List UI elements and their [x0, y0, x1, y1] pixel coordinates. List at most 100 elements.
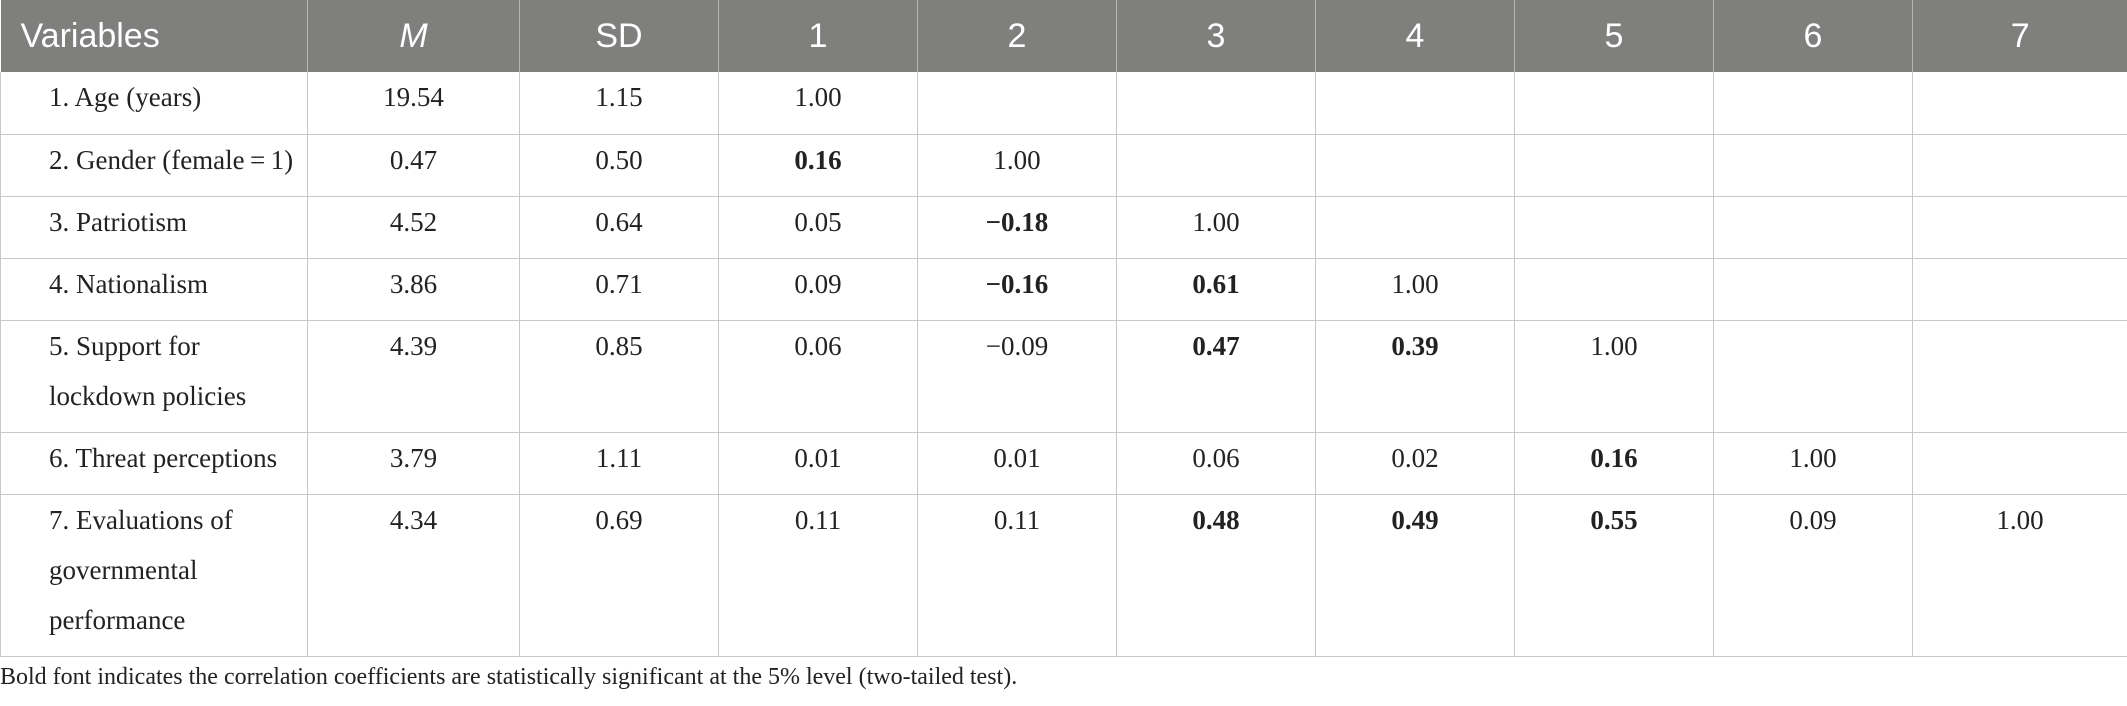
header-variables: Variables — [20, 16, 160, 55]
corr-value: 0.06 — [794, 330, 842, 361]
corr-cell — [1912, 134, 2127, 197]
variable-label: 2. Gender (female = 1) — [0, 134, 308, 197]
variable-label: 3. Patriotism — [0, 196, 308, 259]
variable-label: 5. Support for lockdown policies — [0, 320, 308, 433]
corr-cell — [1116, 72, 1316, 135]
correlation-table: Variables M SD 1 2 3 4 5 6 7 1. Age (yea… — [0, 0, 2127, 657]
variable-label: 6. Threat perceptions — [0, 432, 308, 495]
variable-label: 1. Age (years) — [0, 72, 308, 135]
mean-cell: 0.47 — [307, 134, 520, 197]
corr-cell — [1713, 134, 1913, 197]
corr-cell-significant: 0.39 — [1315, 320, 1515, 433]
corr-cell — [1514, 196, 1714, 259]
table-row: 5. Support for lockdown policies 4.39 0.8… — [0, 320, 2127, 433]
corr-cell — [1713, 320, 1913, 433]
corr-value: −0.18 — [985, 206, 1049, 237]
mean-cell: 4.34 — [307, 494, 520, 657]
table-row: 1. Age (years) 19.54 1.15 1.00 — [0, 72, 2127, 135]
corr-value: 1.00 — [1391, 268, 1439, 299]
variable-text: 1. Age (years) — [49, 82, 202, 112]
corr-cell-significant: 0.16 — [718, 134, 918, 197]
variable-text: 7. Evaluations of governmental performance — [49, 495, 306, 645]
mean-value: 4.52 — [389, 206, 438, 237]
corr-cell: 0.11 — [917, 494, 1117, 657]
corr-value: 0.61 — [1192, 268, 1240, 299]
mean-value: 3.79 — [389, 442, 438, 473]
corr-cell-significant: −0.18 — [917, 196, 1117, 259]
table-row: 7. Evaluations of governmental performance… — [0, 494, 2127, 657]
corr-cell-significant: 0.49 — [1315, 494, 1515, 657]
variable-text: 2. Gender (female = 1) — [49, 144, 294, 175]
corr-value: −0.09 — [985, 330, 1049, 361]
sd-cell: 0.64 — [519, 196, 719, 259]
corr-cell: 0.09 — [1713, 494, 1913, 657]
sd-cell: 0.69 — [519, 494, 719, 657]
corr-value: 0.48 — [1192, 504, 1240, 535]
corr-value: 0.55 — [1590, 504, 1638, 535]
variable-text-line: governmental — [49, 554, 198, 585]
sd-cell: 0.71 — [519, 258, 719, 321]
corr-cell-significant: 0.47 — [1116, 320, 1316, 433]
variable-text-line: performance — [49, 604, 186, 635]
corr-value: 0.02 — [1391, 442, 1439, 473]
table-row: 6. Threat perceptions 3.79 1.11 0.01 0.0… — [0, 432, 2127, 495]
corr-cell — [1116, 134, 1316, 197]
corr-cell: 1.00 — [1116, 196, 1316, 259]
sd-value: 1.11 — [595, 442, 643, 473]
table-header-row: Variables M SD 1 2 3 4 5 6 7 — [0, 0, 2127, 72]
corr-cell — [1315, 134, 1515, 197]
corr-cell — [1912, 258, 2127, 321]
corr-cell — [1514, 258, 1714, 321]
corr-value: 0.11 — [993, 504, 1041, 535]
corr-cell — [1315, 196, 1515, 259]
correlation-table-container: Variables M SD 1 2 3 4 5 6 7 1. Age (yea… — [0, 0, 2127, 657]
mean-cell: 3.79 — [307, 432, 520, 495]
corr-value: 0.09 — [1789, 504, 1837, 535]
table-row: 2. Gender (female = 1) 0.47 0.50 0.16 1.… — [0, 134, 2127, 197]
corr-cell — [1713, 72, 1913, 135]
mean-value: 4.34 — [389, 504, 438, 535]
sd-value: 0.71 — [595, 268, 643, 299]
mean-cell: 3.86 — [307, 258, 520, 321]
corr-cell — [1912, 320, 2127, 433]
mean-cell: 4.52 — [307, 196, 520, 259]
corr-cell: 1.00 — [718, 72, 918, 135]
mean-value: 4.39 — [389, 330, 438, 361]
corr-cell: 1.00 — [917, 134, 1117, 197]
corr-cell: 1.00 — [1514, 320, 1714, 433]
sd-value: 0.69 — [595, 504, 643, 535]
corr-cell-significant: 0.16 — [1514, 432, 1714, 495]
corr-value: 0.39 — [1391, 330, 1439, 361]
sd-cell: 1.11 — [519, 432, 719, 495]
header-col-2: 2 — [917, 0, 1117, 72]
variable-label: 7. Evaluations of governmental performance — [0, 494, 308, 657]
variable-text: 5. Support for lockdown policies — [49, 321, 306, 421]
table-footnote: Bold font indicates the correlation coef… — [0, 664, 1018, 690]
variable-text-line: lockdown policies — [49, 380, 247, 411]
corr-value: 0.01 — [993, 442, 1041, 473]
corr-cell: 0.06 — [1116, 432, 1316, 495]
variable-text: 4. Nationalism — [49, 268, 208, 299]
sd-cell: 0.85 — [519, 320, 719, 433]
corr-cell-significant: −0.16 — [917, 258, 1117, 321]
corr-cell: 0.01 — [917, 432, 1117, 495]
corr-cell — [1912, 196, 2127, 259]
header-sd: SD — [519, 0, 719, 72]
corr-cell — [1912, 72, 2127, 135]
corr-cell-significant: 0.48 — [1116, 494, 1316, 657]
sd-cell: 1.15 — [519, 72, 719, 135]
header-col-5: 5 — [1514, 0, 1714, 72]
corr-value: 0.06 — [1192, 442, 1240, 473]
mean-value: 19.54 — [383, 82, 444, 112]
corr-cell — [1514, 72, 1714, 135]
variable-text: 6. Threat perceptions — [49, 442, 278, 473]
corr-cell: 0.11 — [718, 494, 918, 657]
header-col-6: 6 — [1713, 0, 1913, 72]
header-col-3: 3 — [1116, 0, 1316, 72]
corr-value: 0.47 — [1192, 330, 1240, 361]
sd-value: 0.64 — [595, 206, 643, 237]
sd-value: 1.15 — [595, 82, 643, 112]
corr-value: 1.00 — [993, 144, 1041, 175]
table-row: 3. Patriotism 4.52 0.64 0.05 −0.18 1.00 — [0, 196, 2127, 259]
variable-text: 3. Patriotism — [49, 206, 188, 237]
